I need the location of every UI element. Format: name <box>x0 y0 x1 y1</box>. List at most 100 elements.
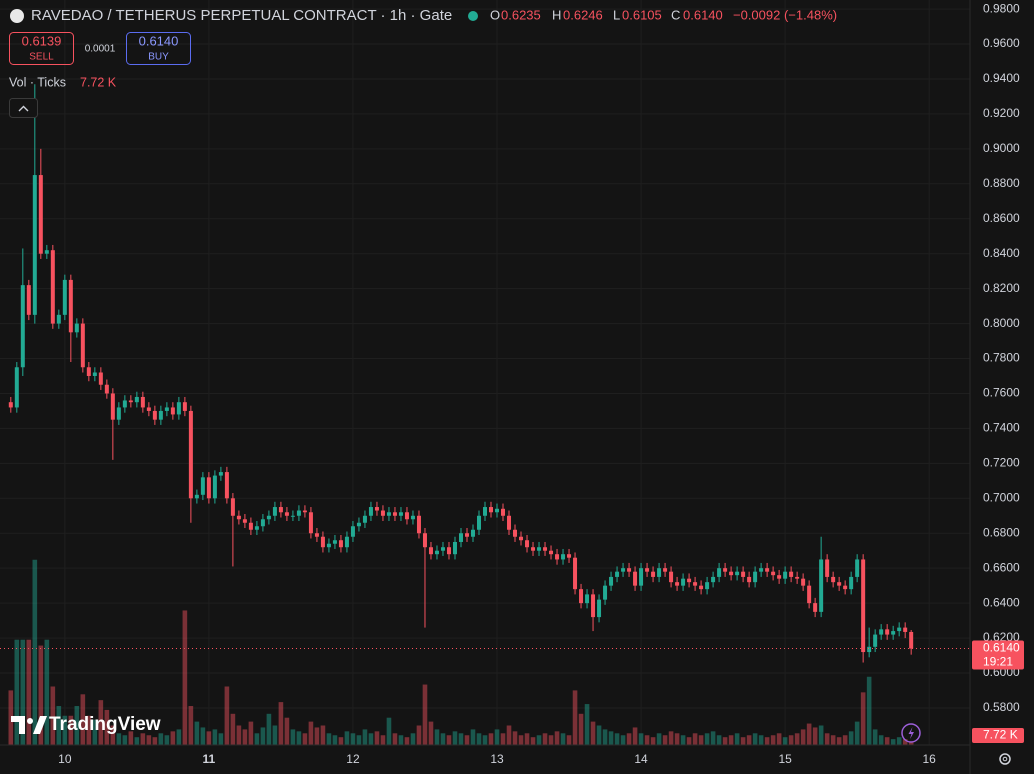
candle-body <box>56 314 61 324</box>
candle-body <box>561 554 566 560</box>
volume-bar <box>578 713 584 745</box>
candle-body <box>404 512 409 520</box>
collapse-icon[interactable] <box>18 105 29 112</box>
volume-bar <box>890 739 896 745</box>
x-tick-label: 12 <box>346 752 360 766</box>
volume-bar <box>326 733 332 745</box>
volume-bar <box>632 727 638 745</box>
volume-bar <box>728 735 734 745</box>
volume-bar <box>614 733 620 745</box>
collapse-box[interactable] <box>9 98 38 118</box>
volume-bar <box>746 735 752 745</box>
sell-button[interactable]: 0.6139 SELL <box>9 32 74 65</box>
volume-bar <box>14 639 20 745</box>
volume-bar <box>152 737 158 745</box>
ohlc-value: 0.6105 <box>622 7 662 22</box>
candle-body <box>236 515 241 520</box>
candle-body <box>434 550 439 555</box>
replay-button[interactable] <box>901 723 921 743</box>
candle-body <box>170 407 175 415</box>
volume-bar <box>278 702 284 745</box>
lightning-icon[interactable] <box>908 727 915 739</box>
volume-bar <box>272 725 278 745</box>
y-tick-label: 0.8800 <box>983 176 1020 190</box>
candle-body <box>92 372 97 376</box>
buy-label[interactable]: BUY <box>148 52 169 63</box>
countdown-label: 19:21 <box>983 655 1013 669</box>
candle-body <box>326 543 331 548</box>
sell-label[interactable]: SELL <box>29 52 54 63</box>
candle-body <box>543 547 548 551</box>
volume-bar <box>32 559 38 745</box>
volume-pane <box>8 559 914 745</box>
volume-bar <box>704 733 710 745</box>
candle-body <box>813 603 818 612</box>
volume-bar <box>140 733 146 745</box>
candle-body <box>398 512 403 516</box>
collapse-button[interactable] <box>9 98 38 118</box>
y-tick-label: 0.7800 <box>983 351 1020 365</box>
sell-price[interactable]: 0.6139 <box>22 33 62 48</box>
volume-bar <box>710 731 716 745</box>
candle-body <box>843 585 848 590</box>
candle-body <box>212 475 217 499</box>
volume-bar <box>62 715 68 745</box>
candle-body <box>507 515 512 530</box>
candle-body <box>669 571 674 583</box>
candle-body <box>687 578 692 583</box>
volume-bar <box>866 676 872 745</box>
candle-body <box>693 582 698 586</box>
volume-bar <box>824 733 830 745</box>
candle-body <box>392 512 397 516</box>
buy-price[interactable]: 0.6140 <box>139 33 179 48</box>
buy-button[interactable]: 0.6140 BUY <box>126 32 191 65</box>
settings-icon[interactable] <box>1002 756 1008 762</box>
volume-bar <box>848 731 854 745</box>
sell-box[interactable] <box>9 32 74 65</box>
volume-bar <box>584 704 590 745</box>
candle-body <box>446 547 451 555</box>
volume-bar <box>374 731 380 745</box>
candle-body <box>62 279 67 315</box>
volume-bar <box>392 733 398 745</box>
volume-bar <box>482 735 488 745</box>
volume-bar <box>644 735 650 745</box>
ohlc-key: C <box>671 7 680 22</box>
volume-bar <box>626 733 632 745</box>
settings-button[interactable] <box>999 753 1011 765</box>
candle-body <box>699 585 704 590</box>
candle-body <box>254 526 259 530</box>
candle-body <box>783 571 788 579</box>
volume-bar <box>434 729 440 745</box>
candle-body <box>374 507 379 511</box>
y-tick-label: 0.9200 <box>983 106 1020 120</box>
volume-bar <box>176 729 182 745</box>
candle-body <box>771 571 776 576</box>
candle-body <box>591 594 596 618</box>
volume-bar <box>164 735 170 745</box>
candle-body <box>723 568 728 572</box>
x-tick-label: 16 <box>923 752 937 766</box>
volume-bar <box>380 735 386 745</box>
candle-body <box>735 571 740 576</box>
candle-body <box>38 175 43 254</box>
candle-body <box>741 571 746 577</box>
volume-bar <box>662 735 668 745</box>
candle-body <box>711 576 716 583</box>
y-tick-label: 0.6800 <box>983 525 1020 539</box>
lightning-ring[interactable] <box>901 723 921 743</box>
volume-bar <box>524 733 530 745</box>
candle-body <box>615 571 620 577</box>
buy-box[interactable] <box>126 32 191 65</box>
candle-body <box>158 410 163 420</box>
candle-body <box>230 498 235 516</box>
volume-bar <box>44 639 50 745</box>
volume-bar <box>116 733 122 745</box>
volume-bar <box>602 729 608 745</box>
candle-body <box>242 519 247 523</box>
volume-bar <box>422 684 428 745</box>
volume-bar <box>596 725 602 745</box>
candle-body <box>525 540 530 548</box>
settings-icon[interactable] <box>999 753 1011 765</box>
last-price-box <box>972 640 1024 670</box>
